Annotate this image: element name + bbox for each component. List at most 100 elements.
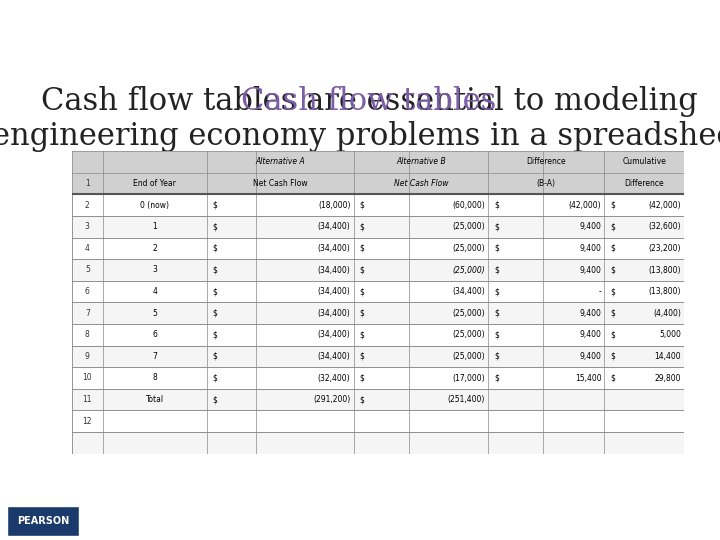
Bar (72, 259, 684, 281)
Text: (42,000): (42,000) (569, 201, 601, 210)
Bar (72, 389, 684, 410)
Text: $: $ (611, 374, 616, 382)
Text: 5,000: 5,000 (659, 330, 681, 339)
Text: 3: 3 (85, 222, 90, 231)
Text: 5: 5 (152, 309, 157, 318)
Text: (291,200): (291,200) (313, 395, 351, 404)
Text: $: $ (360, 222, 364, 231)
Text: = −25000 − 9400: = −25000 − 9400 (266, 224, 349, 233)
Text: 9,400: 9,400 (580, 352, 601, 361)
Text: 1: 1 (85, 179, 90, 188)
Bar (72, 410, 684, 432)
Text: 1: 1 (152, 222, 157, 231)
Text: (34,400): (34,400) (318, 244, 351, 253)
Text: (34,400): (34,400) (318, 330, 351, 339)
Text: $: $ (360, 395, 364, 404)
Text: 7: 7 (152, 352, 157, 361)
Text: $: $ (495, 330, 499, 339)
Text: 12: 12 (83, 417, 92, 426)
Bar (72, 173, 684, 194)
Bar (72, 216, 684, 238)
Text: = C3 − B3: = C3 − B3 (392, 224, 440, 233)
Text: (25,000): (25,000) (452, 309, 485, 318)
Text: 8: 8 (85, 330, 90, 339)
Text: $: $ (360, 287, 364, 296)
Text: $: $ (495, 309, 499, 318)
Text: $: $ (360, 201, 364, 210)
Text: $: $ (213, 309, 217, 318)
Text: Cumulative: Cumulative (622, 158, 666, 166)
Bar (72, 238, 684, 259)
FancyBboxPatch shape (341, 414, 447, 433)
Text: $: $ (611, 330, 616, 339)
Text: $: $ (360, 374, 364, 382)
Bar (72, 324, 684, 346)
Bar (72, 194, 684, 216)
Text: (B-A): (B-A) (537, 179, 556, 188)
Text: = −34400 + 2000: = −34400 + 2000 (158, 419, 240, 428)
Text: 9,400: 9,400 (580, 222, 601, 231)
Text: End of Year: End of Year (133, 179, 176, 188)
Text: $: $ (611, 287, 616, 296)
Text: 11: 11 (83, 395, 92, 404)
Text: $: $ (360, 266, 364, 274)
Text: $: $ (213, 201, 217, 210)
Text: $: $ (213, 222, 217, 231)
Text: 2: 2 (85, 201, 90, 210)
Text: Net Cash Flow: Net Cash Flow (394, 179, 448, 188)
Text: $: $ (495, 266, 499, 274)
Text: $: $ (213, 374, 217, 382)
Text: = SUM(D$3:D3): = SUM(D$3:D3) (492, 224, 564, 233)
Text: $: $ (611, 309, 616, 318)
Text: $: $ (213, 330, 217, 339)
Text: $: $ (495, 352, 499, 361)
Text: 7: 7 (85, 309, 90, 318)
Bar (72, 432, 684, 454)
FancyBboxPatch shape (145, 414, 252, 433)
Text: (34,400): (34,400) (318, 309, 351, 318)
Text: $: $ (360, 309, 364, 318)
Text: (13,800): (13,800) (649, 287, 681, 296)
Text: (25,000): (25,000) (452, 244, 485, 253)
Text: 14,400: 14,400 (654, 352, 681, 361)
Text: $: $ (611, 244, 616, 253)
Text: 9,400: 9,400 (580, 244, 601, 253)
Text: 6: 6 (85, 287, 90, 296)
Text: $: $ (611, 222, 616, 231)
Text: $: $ (611, 266, 616, 274)
Text: $: $ (213, 244, 217, 253)
Text: $: $ (495, 201, 499, 210)
Text: (4,400): (4,400) (653, 309, 681, 318)
Text: 4: 4 (85, 244, 90, 253)
Text: $: $ (213, 266, 217, 274)
Text: (25,000): (25,000) (452, 352, 485, 361)
Text: Engineering Economy, Sixteenth Edition, Global Edition: Engineering Economy, Sixteenth Edition, … (101, 511, 351, 520)
Text: (25,000): (25,000) (452, 222, 485, 231)
Text: (60,000): (60,000) (452, 201, 485, 210)
Text: (42,000): (42,000) (648, 201, 681, 210)
Text: 3: 3 (152, 266, 157, 274)
Text: Difference: Difference (624, 179, 664, 188)
Text: © Pearson Education Limited 2014
All rights reserved.: © Pearson Education Limited 2014 All rig… (547, 511, 706, 531)
Text: Total: Total (145, 395, 163, 404)
Text: 10: 10 (83, 374, 92, 382)
Text: $: $ (611, 352, 616, 361)
Text: $: $ (360, 330, 364, 339)
FancyBboxPatch shape (258, 219, 358, 238)
Text: (25,000): (25,000) (452, 266, 485, 274)
Text: Cash flow tables: Cash flow tables (241, 85, 497, 117)
Text: (18,000): (18,000) (318, 201, 351, 210)
Text: 8: 8 (152, 374, 157, 382)
Text: (17,000): (17,000) (452, 374, 485, 382)
Text: Difference: Difference (526, 158, 566, 166)
Text: 5: 5 (85, 266, 90, 274)
Text: Net Cash Flow: Net Cash Flow (253, 179, 307, 188)
Text: 2: 2 (152, 244, 157, 253)
Text: $: $ (213, 287, 217, 296)
Text: $: $ (495, 244, 499, 253)
Text: 9,400: 9,400 (580, 330, 601, 339)
Bar (72, 302, 684, 324)
Text: 15,400: 15,400 (575, 374, 601, 382)
Text: $: $ (360, 244, 364, 253)
Text: (13,800): (13,800) (649, 266, 681, 274)
